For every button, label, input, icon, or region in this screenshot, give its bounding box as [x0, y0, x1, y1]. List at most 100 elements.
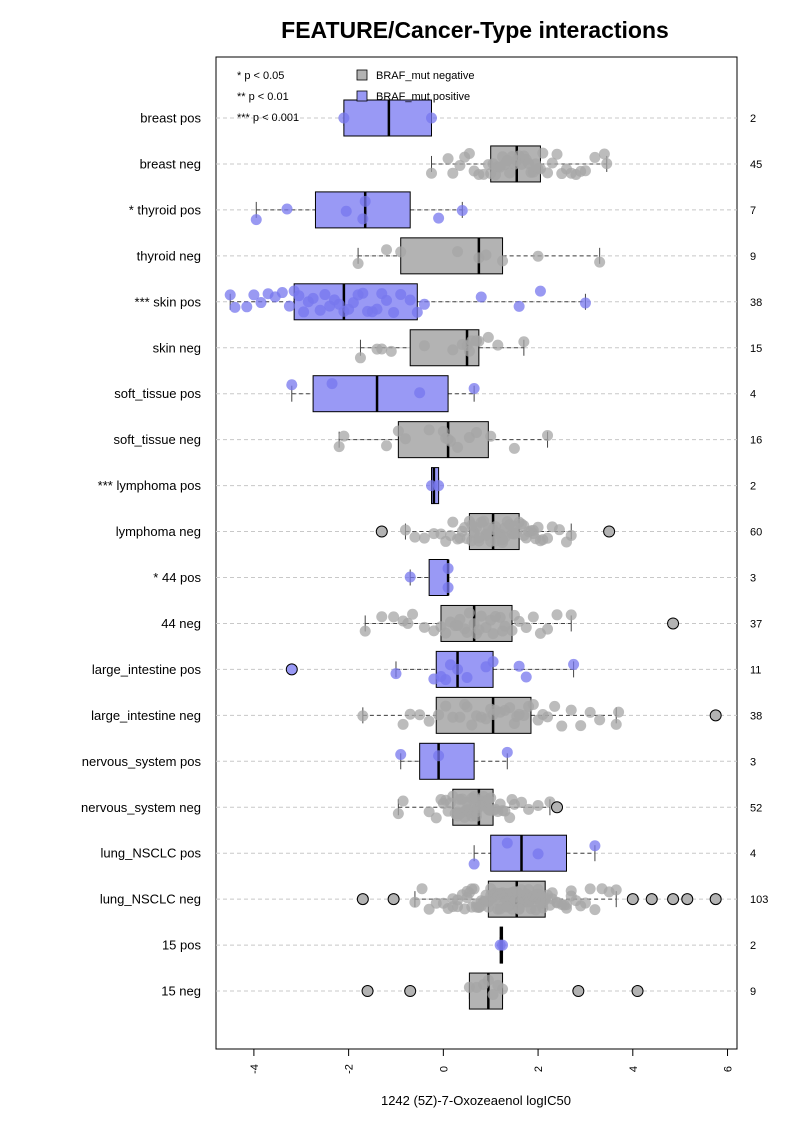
row-count: 2	[750, 481, 756, 493]
data-point	[395, 288, 407, 300]
data-point	[433, 750, 445, 762]
data-point	[409, 896, 421, 908]
data-point	[447, 516, 459, 528]
data-point	[224, 289, 236, 301]
data-point	[381, 244, 393, 256]
data-point	[589, 840, 601, 852]
outlier-point	[375, 525, 388, 538]
data-point	[539, 892, 551, 904]
row-label: nervous_system neg	[81, 800, 201, 815]
data-point	[447, 901, 459, 913]
data-point	[338, 112, 350, 124]
data-point	[487, 628, 499, 640]
data-point	[579, 297, 591, 309]
data-point	[430, 812, 442, 824]
data-point	[482, 331, 494, 343]
data-point	[423, 715, 435, 727]
outlier-point	[404, 985, 417, 998]
data-point	[371, 303, 383, 315]
outlier-point	[667, 893, 680, 906]
data-point	[487, 656, 499, 668]
data-point	[281, 203, 293, 215]
x-tick-label: -4	[249, 1064, 261, 1074]
outlier-point	[709, 709, 722, 722]
data-point	[456, 204, 468, 216]
data-point	[340, 205, 352, 217]
data-point	[542, 167, 554, 179]
data-point	[551, 609, 563, 621]
row-label: 15 pos	[162, 938, 202, 953]
data-point	[440, 700, 452, 712]
data-point	[307, 292, 319, 304]
data-point	[283, 300, 295, 312]
data-point	[414, 387, 426, 399]
data-point	[468, 382, 480, 394]
data-point	[475, 291, 487, 303]
data-point	[418, 340, 430, 352]
data-point	[527, 699, 539, 711]
data-point	[461, 626, 473, 638]
data-point	[397, 718, 409, 730]
data-point	[487, 988, 499, 1000]
data-point	[508, 609, 520, 621]
data-point	[388, 611, 400, 623]
x-axis-label: 1242 (5Z)-7-Oxozeaenol logIC50	[381, 1093, 571, 1108]
data-point	[314, 304, 326, 316]
data-point	[534, 285, 546, 297]
outlier-point	[709, 893, 722, 906]
data-point	[404, 708, 416, 720]
data-point	[504, 167, 516, 179]
data-point	[494, 888, 506, 900]
data-point	[584, 706, 596, 718]
data-point	[376, 611, 388, 623]
data-point	[452, 441, 464, 453]
data-point	[589, 151, 601, 163]
row-count: 7	[750, 205, 756, 217]
data-point	[546, 157, 558, 169]
data-point	[527, 611, 539, 623]
row-labels: breast pos breast neg * thyroid pos thyroid…	[81, 111, 201, 999]
data-point	[471, 806, 482, 818]
data-point	[542, 711, 554, 723]
data-point	[520, 622, 532, 634]
data-point	[418, 621, 430, 633]
data-point	[418, 298, 430, 310]
legend-label: BRAF_mut negative	[376, 70, 474, 82]
data-point	[501, 837, 513, 849]
data-point	[565, 609, 577, 621]
data-point	[442, 582, 454, 594]
legend-significance: * p < 0.05	[237, 70, 284, 82]
data-point	[392, 808, 404, 820]
row-count: 103	[750, 894, 768, 906]
data-point	[471, 426, 482, 438]
data-point	[501, 901, 513, 913]
data-point	[433, 709, 445, 721]
outlier-point	[356, 893, 369, 906]
row-count: 9	[750, 986, 756, 998]
data-point	[319, 289, 331, 301]
row-count: 11	[750, 664, 761, 676]
data-point	[497, 805, 509, 817]
data-point	[520, 671, 532, 683]
data-point	[594, 256, 606, 268]
data-point	[497, 537, 509, 549]
row-label: breast pos	[140, 111, 201, 126]
outlier-point	[572, 985, 585, 998]
box	[490, 834, 567, 872]
data-point	[452, 246, 464, 258]
data-point	[418, 532, 430, 544]
outlier-point	[645, 893, 658, 906]
data-point	[402, 617, 414, 629]
data-point	[568, 658, 580, 670]
data-point	[463, 607, 475, 619]
outlier-point	[603, 525, 616, 538]
row-count: 38	[750, 710, 762, 722]
data-point	[518, 336, 530, 348]
data-point	[527, 524, 539, 536]
data-point	[404, 294, 416, 306]
data-point	[241, 301, 253, 313]
data-point	[565, 530, 577, 542]
data-point	[497, 625, 509, 637]
data-point	[497, 983, 509, 995]
data-point	[354, 352, 366, 364]
